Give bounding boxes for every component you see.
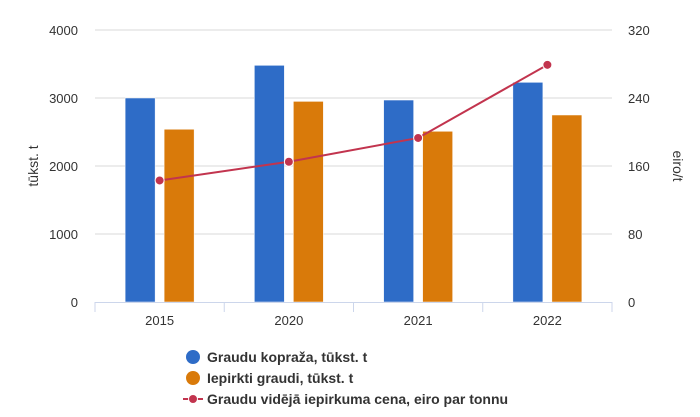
bar <box>383 99 414 303</box>
bar <box>293 101 324 303</box>
y-left-tick-label: 2000 <box>49 159 78 174</box>
y-left-tick-label: 4000 <box>49 23 78 38</box>
x-tick-label: 2022 <box>533 313 562 328</box>
legend-label: Iepirkti graudi, tūkst. t <box>207 370 354 386</box>
line-point <box>413 132 424 143</box>
y-right-tick-label: 80 <box>628 227 642 242</box>
y-right-tick-label: 160 <box>628 159 650 174</box>
y-axis-right: 0 80 160 240 320 <box>628 23 650 310</box>
y-right-tick-label: 240 <box>628 91 650 106</box>
line-point <box>542 59 553 70</box>
legend-label: Graudu vidējā iepirkuma cena, eiro par t… <box>207 391 508 407</box>
bar <box>254 65 285 303</box>
bars <box>124 65 583 303</box>
legend-marker <box>186 371 200 385</box>
y-right-tick-label: 0 <box>628 295 635 310</box>
price-line <box>154 59 553 186</box>
y-left-title: tūkst. t <box>25 145 41 186</box>
bar <box>512 82 544 303</box>
bar <box>422 131 453 303</box>
x-tick-label: 2021 <box>404 313 433 328</box>
price-line-path <box>159 63 548 182</box>
y-left-tick-label: 0 <box>71 295 78 310</box>
bar <box>163 129 195 303</box>
line-point <box>283 156 294 167</box>
y-left-tick-label: 1000 <box>49 227 78 242</box>
x-axis: 2015 2020 2021 2022 <box>94 302 613 328</box>
x-tick-label: 2015 <box>145 313 174 328</box>
y-right-tick-label: 320 <box>628 23 650 38</box>
bar <box>124 97 156 303</box>
y-right-title: eiro/t <box>670 150 686 181</box>
legend-label: Graudu kopraža, tūkst. t <box>207 349 368 365</box>
bar <box>551 114 583 303</box>
legend: Graudu kopraža, tūkst. t Iepirkti graudi,… <box>183 349 508 407</box>
line-point <box>154 175 165 186</box>
y-left-tick-label: 3000 <box>49 91 78 106</box>
legend-marker <box>188 394 198 404</box>
legend-marker <box>186 350 200 364</box>
y-axis-left: 0 1000 2000 3000 4000 <box>49 23 78 310</box>
x-tick-label: 2020 <box>274 313 303 328</box>
